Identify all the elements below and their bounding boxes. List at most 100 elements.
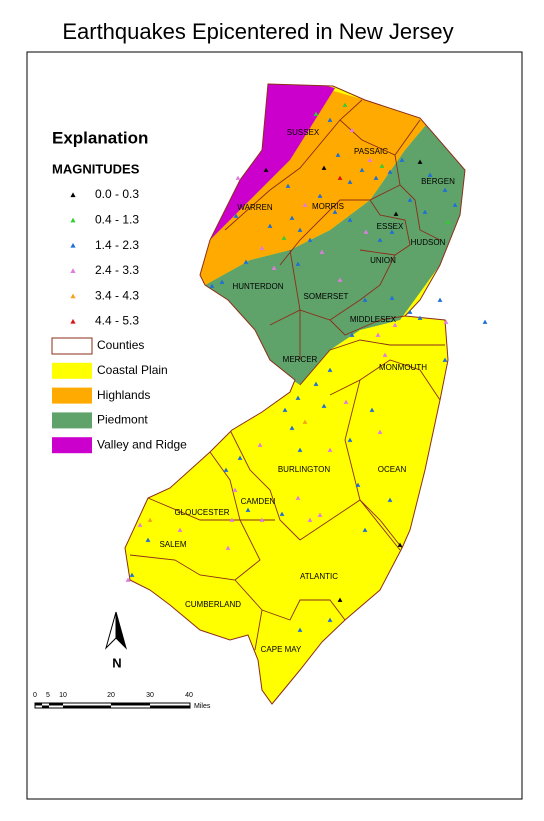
epicenter [347,217,353,222]
epicenter [399,157,405,162]
epicenter [289,215,295,220]
legend-label: 4.4 - 5.3 [95,314,139,328]
county-label: BERGEN [421,177,455,186]
epicenter [245,507,251,512]
county-label: GLOUCESTER [174,508,229,517]
county-label: ESSEX [377,222,404,231]
epicenter [302,419,308,424]
epicenter [137,522,143,527]
scale-tick-label: 30 [146,692,154,699]
legend-label: 3.4 - 4.3 [95,288,139,302]
epicenter [259,245,265,250]
legend-swatch [51,337,93,355]
epicenter [337,597,343,602]
epicenter [407,309,413,314]
scale-tick-label: 0 [33,692,37,699]
county-label: MORRIS [312,202,344,211]
epicenter [271,265,277,270]
epicenter [362,527,368,532]
epicenter [327,447,333,452]
county-label: PASSAIC [354,147,388,156]
legend-symbol [70,268,76,273]
epicenter [407,197,413,202]
epicenter [289,425,295,430]
legend-swatch [52,412,92,429]
scale-unit: Miles [194,703,211,710]
epicenter [377,237,383,242]
title: Earthquakes Epicentered in New Jersey [62,19,453,44]
epicenter [377,429,383,434]
epicenter [482,319,488,324]
legend-label: 1.4 - 2.3 [95,238,139,252]
scale-tick-label: 5 [46,692,50,699]
legend: 0.0 - 0.3 0.4 - 1.3 1.4 - 2.3 2.4 - 3.3 3.4 … [51,187,187,454]
legend-symbol [70,243,76,248]
epicenter [237,455,243,460]
frame [26,51,523,800]
epicenter [387,497,393,502]
highlands [190,90,430,290]
county-label: CUMBERLAND [185,600,241,609]
epicenter [307,517,313,522]
epicenter [347,437,353,442]
epicenter [379,163,385,168]
epicenter [229,517,235,522]
epicenter [382,352,388,357]
epicenter [295,261,301,266]
epicenter [297,447,303,452]
epicenters [125,102,488,632]
epicenter [145,537,151,542]
epicenter [389,295,395,300]
epicenter [362,297,368,302]
legend-symbol [70,192,76,198]
epicenter [342,102,348,107]
epicenter [232,487,238,492]
epicenter [452,202,458,207]
epicenter [427,172,433,177]
epicenter [307,237,313,242]
epicenter [327,617,333,622]
epicenter [129,572,135,577]
epicenter [313,111,319,116]
epicenter [369,407,375,412]
epicenter [422,209,428,214]
epicenter [335,152,341,157]
epicenter [349,332,355,337]
epicenter [389,229,395,234]
epicenter [295,395,301,400]
epicenter [373,175,379,180]
epicenter [281,235,287,240]
epicenter [319,249,325,254]
epicenter [387,169,393,174]
epicenter [343,399,349,404]
epicenter [347,179,353,184]
epicenter [397,542,403,547]
epicenter [417,159,423,164]
legend-label: Valley and Ridge [97,437,187,451]
epicenter [367,157,373,162]
epicenter [267,223,273,228]
county-label: SALEM [159,540,186,549]
legend-label: 0.4 - 1.3 [95,212,139,226]
epicenter [317,512,323,517]
legend-swatch [52,387,92,404]
county-label: SOMERSET [304,292,349,301]
north-label: N [112,655,121,670]
legend-swatch [52,437,92,454]
epicenter [393,211,399,216]
epicenter [321,165,327,170]
epicenter [321,403,327,408]
legend-label: Counties [97,338,144,352]
epicenter [259,517,265,522]
epicenter [375,332,381,337]
epicenter [177,527,183,532]
north-arrow: N [105,611,127,670]
legend-label: Highlands [97,388,150,402]
epicenter [297,227,303,232]
epicenter [209,283,215,288]
epicenter [297,627,303,632]
piedmont [190,120,465,385]
county-label: CAPE MAY [261,645,302,654]
epicenter [327,117,333,122]
